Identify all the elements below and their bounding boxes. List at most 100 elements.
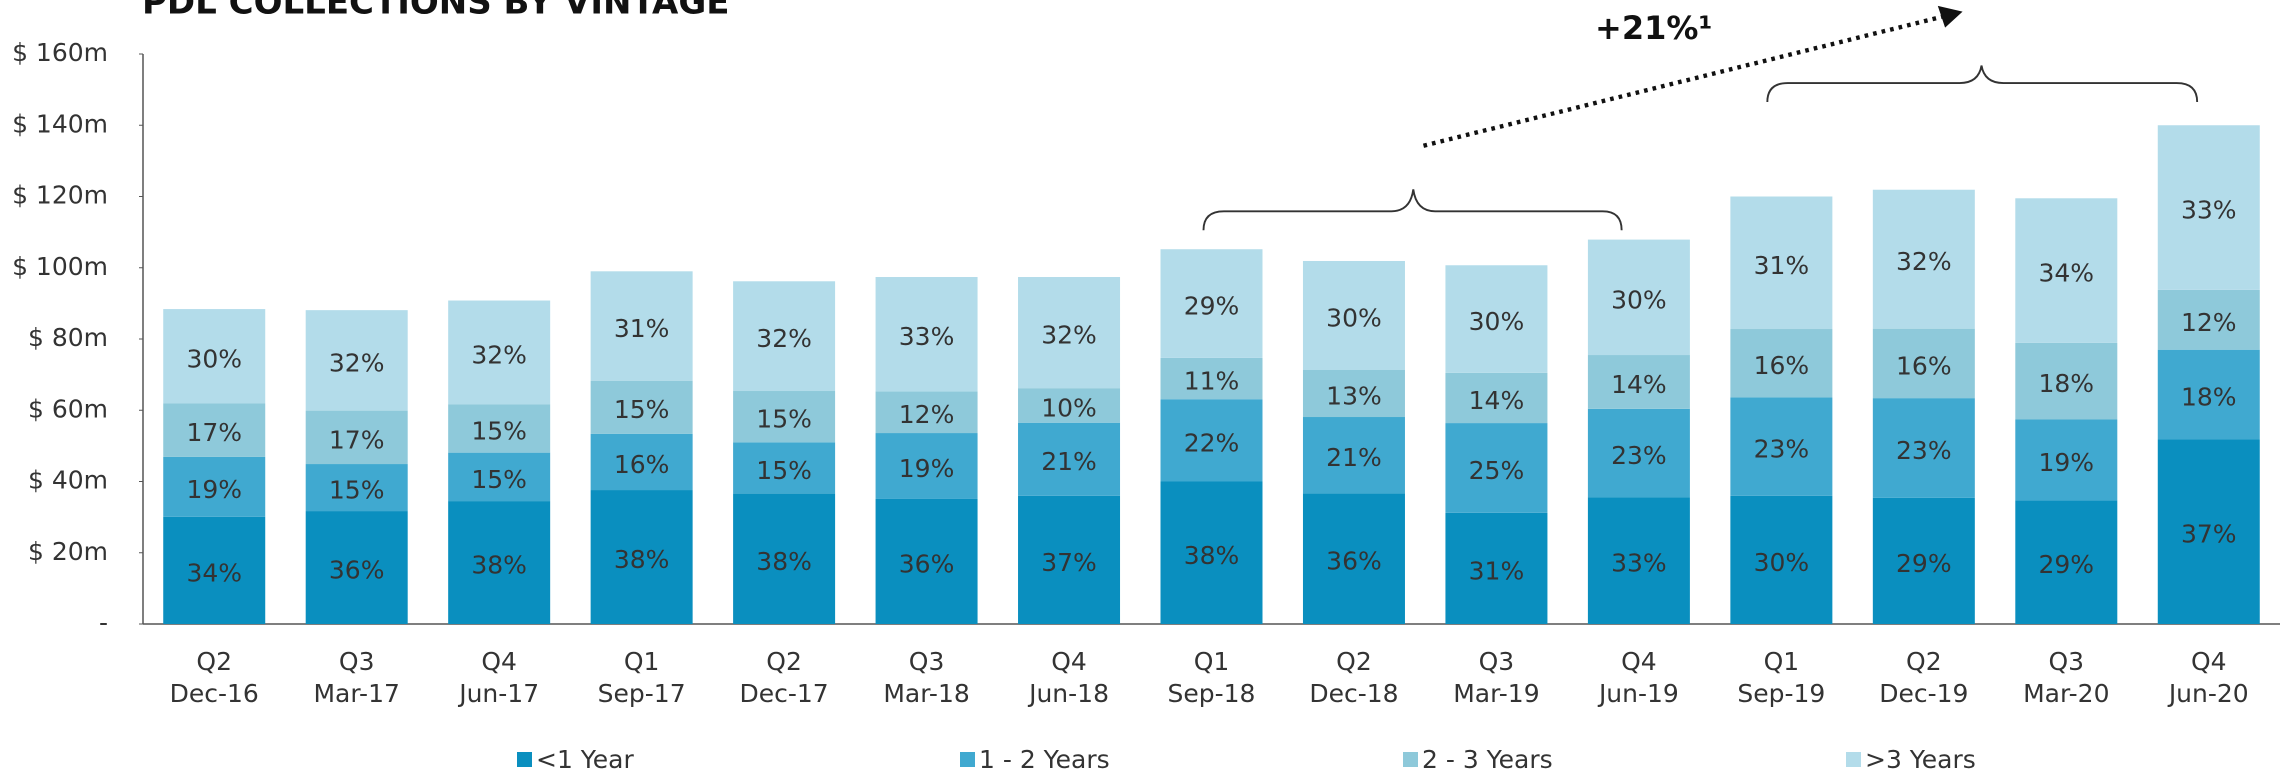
annotation: +21%¹	[1595, 9, 1712, 47]
share-label: 11%	[1184, 367, 1240, 396]
share-label: 15%	[471, 465, 527, 494]
share-label: 31%	[1469, 556, 1525, 585]
share-label: 32%	[329, 348, 385, 377]
x-tick-label: Q2	[196, 647, 232, 676]
legend-swatch	[960, 752, 975, 767]
share-label: 33%	[2181, 196, 2237, 225]
x-tick-label: Q2	[1336, 647, 1372, 676]
share-label: 13%	[1326, 382, 1382, 411]
legend-swatch	[1846, 752, 1861, 767]
share-label: 31%	[1754, 251, 1810, 280]
x-tick-label: Q4	[1051, 647, 1087, 676]
bar-segment	[733, 391, 836, 443]
share-label: 29%	[2039, 550, 2095, 579]
bar-segment	[1872, 328, 1975, 399]
share-label: 16%	[1896, 351, 1952, 380]
bar-segment	[1018, 388, 1121, 423]
bar-segment	[1160, 399, 1263, 482]
bar-segment	[733, 281, 836, 392]
brace	[1202, 189, 1623, 231]
x-tick-label: Mar-19	[1453, 679, 1539, 708]
share-label: 19%	[186, 475, 242, 504]
chart-title: PDL COLLECTIONS BY VINTAGE	[142, 0, 729, 23]
share-label: 22%	[1184, 428, 1240, 457]
bar-segment	[1160, 357, 1263, 400]
x-tick-label: Jun-19	[1597, 679, 1679, 708]
y-tick-label: $ 100m	[12, 252, 108, 281]
bar-segment	[1730, 495, 1833, 624]
bar-segment	[1587, 497, 1690, 624]
legend-label: 1 - 2 Years	[979, 745, 1110, 774]
share-label: 18%	[2039, 369, 2095, 398]
share-label: 30%	[1469, 307, 1525, 336]
share-label: 23%	[1754, 435, 1810, 464]
x-tick-label: Q4	[2191, 647, 2227, 676]
share-label: 17%	[186, 418, 242, 447]
share-label: 34%	[186, 558, 242, 587]
x-tick-label: Q3	[339, 647, 375, 676]
bar-segment	[2157, 439, 2260, 624]
share-label: 21%	[1041, 447, 1097, 476]
share-label: 29%	[1184, 292, 1240, 321]
share-label: 30%	[1326, 303, 1382, 332]
x-tick-label: Q2	[766, 647, 802, 676]
bar-segment	[1445, 423, 1548, 513]
bar-segment	[1587, 239, 1690, 356]
bar-segment	[1730, 397, 1833, 496]
share-label: 23%	[1611, 441, 1667, 470]
share-label: 15%	[756, 405, 812, 434]
bar-segment	[1018, 495, 1121, 624]
legend-label: <1 Year	[536, 745, 634, 774]
share-label: 19%	[899, 454, 955, 483]
share-label: 12%	[899, 400, 955, 429]
legend-label: 2 - 3 Years	[1422, 745, 1553, 774]
bar-segment	[875, 277, 978, 392]
share-label: 36%	[329, 556, 385, 585]
share-label: 15%	[756, 456, 812, 485]
x-tick-label: Jun-18	[1027, 679, 1109, 708]
bar-segment	[448, 300, 551, 405]
bar-segment	[733, 442, 836, 494]
bar-segment	[1160, 481, 1263, 624]
share-label: 38%	[1184, 541, 1240, 570]
bar-segment	[1302, 369, 1405, 418]
x-tick-label: Q3	[2049, 647, 2085, 676]
x-tick-label: Dec-18	[1309, 679, 1398, 708]
share-label: 36%	[899, 549, 955, 578]
bar-segment	[1872, 398, 1975, 498]
x-tick-label: Q1	[624, 647, 660, 676]
x-tick-label: Q1	[1764, 647, 1800, 676]
bar-segment	[590, 490, 693, 624]
bar-segment	[1302, 260, 1405, 370]
x-tick-label: Q1	[1194, 647, 1230, 676]
bar-segment	[1872, 189, 1975, 329]
decorations	[1202, 5, 2199, 231]
share-label: 37%	[2181, 520, 2237, 549]
x-tick-label: Dec-19	[1879, 679, 1968, 708]
bar-segment	[1302, 417, 1405, 494]
x-tick-label: Jun-20	[2167, 679, 2249, 708]
share-label: 16%	[614, 450, 670, 479]
trend-arrow	[1422, 13, 1946, 148]
bar-segment	[448, 452, 551, 502]
x-tick-label: Dec-16	[170, 679, 259, 708]
bar-segment	[733, 493, 836, 624]
share-label: 34%	[2039, 259, 2095, 288]
share-label: 36%	[1326, 547, 1382, 576]
bar-segment	[305, 410, 408, 465]
bar-segment	[1445, 265, 1548, 373]
bar-segment	[305, 310, 408, 411]
share-label: 12%	[2181, 308, 2237, 337]
share-label: 38%	[614, 545, 670, 574]
share-label: 32%	[1896, 247, 1952, 276]
x-tick-label: Sep-19	[1737, 679, 1825, 708]
share-label: 14%	[1611, 370, 1667, 399]
share-label: 10%	[1041, 393, 1097, 422]
bar-segment	[2157, 289, 2260, 350]
bar-segment	[590, 380, 693, 434]
y-tick-label: $ 140m	[12, 109, 108, 138]
x-tick-label: Mar-20	[2023, 679, 2109, 708]
bar-segment	[163, 403, 266, 457]
bar-segment	[305, 511, 408, 624]
x-tick-label: Q3	[909, 647, 945, 676]
